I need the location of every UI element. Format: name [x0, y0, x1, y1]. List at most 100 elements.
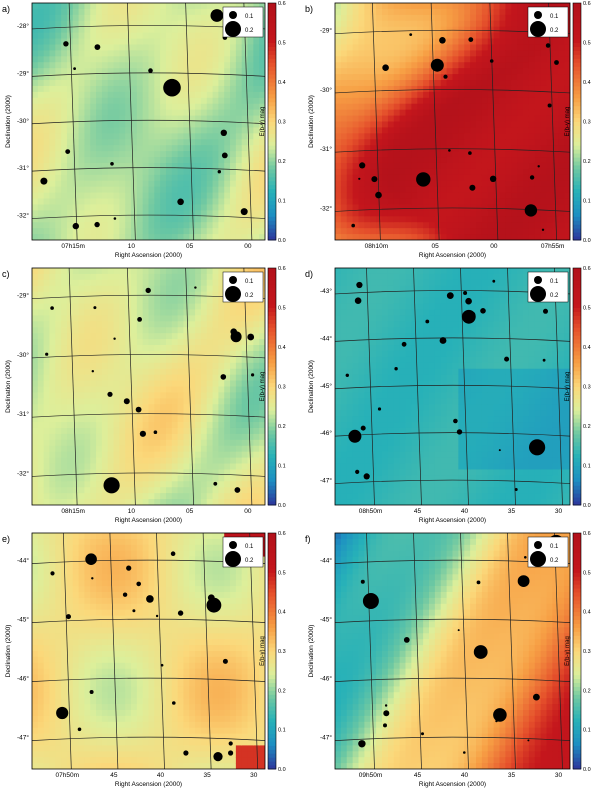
heatmap-cell [453, 74, 459, 81]
heatmap-cell [218, 199, 224, 206]
heatmap-cell [38, 15, 44, 22]
heatmap-cell [523, 56, 529, 63]
heatmap-cell [476, 199, 482, 206]
heatmap-cell [49, 86, 55, 93]
heatmap-cell [143, 3, 149, 10]
heatmap-cell [364, 116, 370, 123]
heatmap-cell [488, 68, 494, 75]
heatmap-cell [183, 268, 189, 275]
heatmap-cell [90, 452, 96, 459]
heatmap-cell [482, 139, 488, 146]
heatmap-cell [236, 199, 242, 206]
heatmap-cell [500, 98, 506, 105]
heatmap-cell [201, 181, 207, 188]
heatmap-cell [84, 199, 90, 206]
heatmap-cell [149, 381, 155, 388]
heatmap-cell [44, 68, 50, 75]
heatmap-cell [558, 193, 564, 200]
heatmap-cell [435, 122, 441, 129]
heatmap-cell [149, 404, 155, 411]
heatmap-cell [73, 315, 79, 322]
heatmap-cell [114, 274, 120, 281]
heatmap-cell [207, 315, 213, 322]
heatmap-cell [370, 199, 376, 206]
heatmap-cell [547, 127, 553, 134]
heatmap-cell [464, 21, 470, 28]
heatmap-cell [201, 458, 207, 465]
heatmap-cell [96, 122, 102, 129]
heatmap-cell [201, 56, 207, 63]
heatmap-cell [447, 187, 453, 194]
heatmap-cell [488, 80, 494, 87]
heatmap-cell [183, 434, 189, 441]
heatmap-cell [541, 199, 547, 206]
heatmap-cell [137, 280, 143, 287]
heatmap-cell [500, 151, 506, 158]
heatmap-cell [84, 9, 90, 16]
heatmap-cell [453, 92, 459, 99]
heatmap-cell [488, 116, 494, 123]
heatmap-cell [49, 286, 55, 293]
heatmap-cell [242, 151, 248, 158]
heatmap-cell [517, 175, 523, 182]
heatmap-cell [189, 157, 195, 164]
heatmap-cell [67, 404, 73, 411]
heatmap-cell [453, 9, 459, 16]
heatmap-cell [108, 422, 114, 429]
heatmap-cell [73, 487, 79, 494]
heatmap-cell [166, 274, 172, 281]
heatmap-cell [207, 298, 213, 305]
heatmap-cell [108, 304, 114, 311]
heatmap-cell [464, 3, 470, 10]
heatmap-cell [44, 452, 50, 459]
heatmap-cell [189, 363, 195, 370]
heatmap-cell [125, 268, 131, 275]
heatmap-cell [125, 163, 131, 170]
heatmap-cell [253, 145, 259, 152]
heatmap-cell [90, 122, 96, 129]
heatmap-cell [201, 39, 207, 46]
heatmap-cell [49, 187, 55, 194]
heatmap-cell [49, 315, 55, 322]
heatmap-cell [230, 493, 236, 500]
heatmap-cell [523, 39, 529, 46]
heatmap-cell [253, 375, 259, 382]
heatmap-cell [195, 280, 201, 287]
heatmap-cell [447, 74, 453, 81]
heatmap-cell [248, 104, 254, 111]
heatmap-cell [149, 363, 155, 370]
heatmap-cell [417, 92, 423, 99]
heatmap-cell [149, 127, 155, 134]
legend-marker [225, 21, 241, 37]
heatmap-cell [213, 80, 219, 87]
heatmap-cell [90, 475, 96, 482]
heatmap-cell [511, 39, 517, 46]
heatmap-cell [541, 74, 547, 81]
heatmap-cell [558, 39, 564, 46]
heatmap-cell [417, 50, 423, 57]
heatmap-cell [500, 27, 506, 34]
heatmap-cell [67, 410, 73, 417]
heatmap-cell [114, 345, 120, 352]
heatmap-cell [44, 440, 50, 447]
heatmap-cell [447, 92, 453, 99]
heatmap-cell [242, 175, 248, 182]
heatmap-cell [38, 27, 44, 34]
heatmap-cell [79, 458, 85, 465]
heatmap-cell [441, 3, 447, 10]
heatmap-cell [61, 333, 67, 340]
heatmap-cell [359, 104, 365, 111]
heatmap-cell [195, 15, 201, 22]
heatmap-cell [131, 357, 137, 364]
heatmap-cell [96, 169, 102, 176]
heatmap-cell [453, 3, 459, 10]
heatmap-cell [84, 181, 90, 188]
heatmap-cell [236, 428, 242, 435]
heatmap-cell [447, 33, 453, 40]
heatmap-cell [55, 333, 61, 340]
heatmap-cell [429, 193, 435, 200]
heatmap-cell [423, 199, 429, 206]
heatmap-cell [114, 56, 120, 63]
heatmap-cell [160, 381, 166, 388]
